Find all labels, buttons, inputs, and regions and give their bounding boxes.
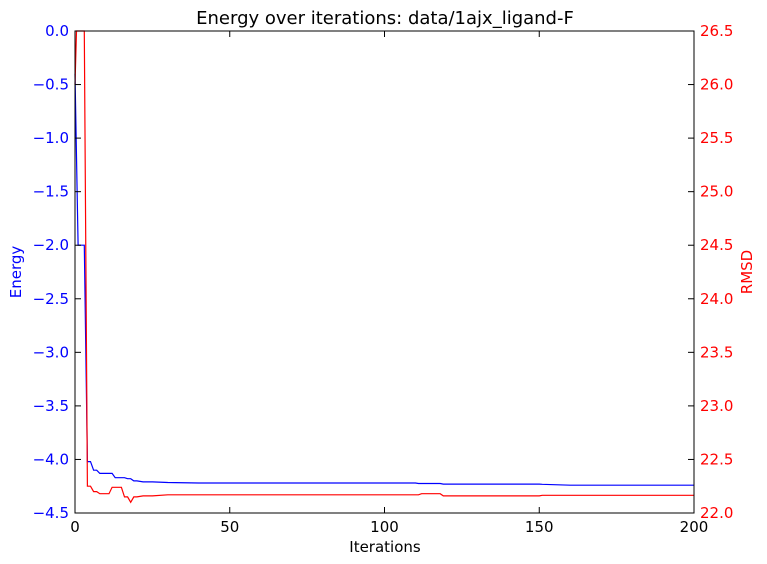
x-tick-label: 50: [220, 518, 239, 536]
chart-title: Energy over iterations: data/1ajx_ligand…: [196, 8, 574, 29]
tick-marks: [74, 30, 695, 514]
y-left-tick-label: −3.5: [33, 397, 69, 415]
y-left-tick-label: −1.0: [33, 129, 69, 147]
x-axis-label: Iterations: [349, 538, 421, 556]
tick-labels: 0 50 100 150 200 0.0 −0.5 −1.0 −1.5 −2.0 −2.5 −3.0 −…: [33, 22, 734, 536]
x-tick-label: 0: [70, 518, 80, 536]
plot-area: [74, 30, 694, 504]
y-right-tick-label: 23.5: [700, 343, 733, 361]
y-right-tick-label: 26.0: [700, 76, 733, 94]
y-left-tick-label: −3.0: [33, 343, 69, 361]
y-left-tick-label: −1.5: [33, 183, 69, 201]
y-right-tick-label: 22.0: [700, 504, 733, 522]
y-left-tick-label: −2.5: [33, 290, 69, 308]
y-right-tick-label: 23.0: [700, 397, 733, 415]
plot-frame: [74, 30, 695, 514]
x-tick-label: 100: [370, 518, 399, 536]
y-left-tick-label: −4.5: [33, 504, 69, 522]
rmsd-line: [74, 30, 694, 504]
y-right-tick-label: 25.5: [700, 129, 733, 147]
y-left-tick-label: −4.0: [33, 450, 69, 468]
y-left-tick-label: 0.0: [45, 22, 69, 40]
x-tick-label: 200: [680, 518, 709, 536]
x-tick-label: 150: [525, 518, 554, 536]
y-left-tick-label: −2.0: [33, 236, 69, 254]
y-left-tick-label: −0.5: [33, 76, 69, 94]
y-left-axis-label: Energy: [7, 246, 25, 299]
y-right-tick-label: 24.0: [700, 290, 733, 308]
energy-line: [74, 73, 694, 486]
y-right-axis-label: RMSD: [738, 250, 756, 294]
y-right-tick-label: 26.5: [700, 22, 733, 40]
y-right-tick-label: 24.5: [700, 236, 733, 254]
y-right-tick-label: 22.5: [700, 450, 733, 468]
y-right-tick-label: 25.0: [700, 183, 733, 201]
